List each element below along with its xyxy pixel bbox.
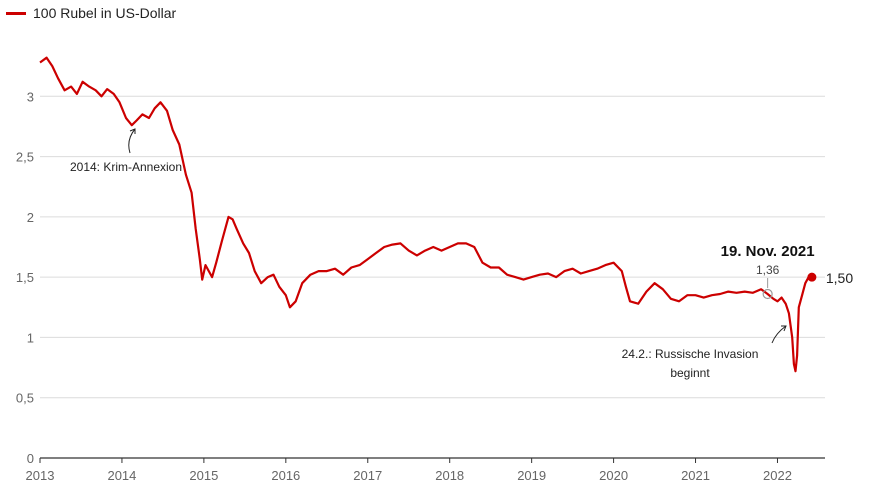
annotation-arrow-head bbox=[129, 128, 136, 134]
x-tick-label: 2018 bbox=[435, 468, 464, 483]
y-tick-label: 3 bbox=[27, 89, 34, 104]
highlight-date-label: 19. Nov. 2021 bbox=[721, 243, 815, 260]
annotation-krim: 2014: Krim-Annexion bbox=[70, 160, 182, 174]
annotation-invasion-line2: beginnt bbox=[670, 366, 710, 380]
y-axis-ticks: 0 0,5 1 1,5 2 2,5 3 bbox=[16, 89, 34, 466]
y-tick-label: 1 bbox=[27, 330, 34, 345]
y-tick-label: 2 bbox=[27, 210, 34, 225]
x-tick-label: 2022 bbox=[763, 468, 792, 483]
x-tick-label: 2017 bbox=[353, 468, 382, 483]
annotation-invasion: 24.2.: Russische Invasion bbox=[622, 347, 759, 361]
x-axis-ticks: 2013 2014 2015 2016 2017 2018 2019 2020 2021 2022 bbox=[26, 458, 792, 483]
x-tick-label: 2013 bbox=[26, 468, 55, 483]
highlight-value-label: 1,36 bbox=[756, 263, 780, 277]
x-tick-label: 2016 bbox=[271, 468, 300, 483]
highlight-marker bbox=[762, 288, 773, 300]
annotation-arrow-head bbox=[781, 325, 787, 332]
legend-line-swatch bbox=[6, 11, 26, 15]
x-tick-label: 2021 bbox=[681, 468, 710, 483]
annotation-arrow bbox=[771, 325, 787, 344]
end-value-label: 1,50 bbox=[826, 270, 853, 286]
x-tick-label: 2014 bbox=[107, 468, 136, 483]
chart-legend: 100 Rubel in US-Dollar bbox=[6, 5, 176, 21]
series-line bbox=[39, 56, 812, 373]
x-tick-label: 2015 bbox=[189, 468, 218, 483]
y-tick-label: 0,5 bbox=[16, 391, 34, 406]
annotations-group: 19. Nov. 2021 1,36 1,50 2014: Krim-Annexion… bbox=[70, 128, 853, 380]
x-tick-label: 2019 bbox=[517, 468, 546, 483]
end-point-marker bbox=[807, 272, 817, 282]
annotation-arrow bbox=[128, 128, 136, 154]
gridlines bbox=[40, 95, 825, 459]
y-tick-label: 2,5 bbox=[16, 150, 34, 165]
y-tick-label: 0 bbox=[27, 451, 34, 466]
x-tick-label: 2020 bbox=[599, 468, 628, 483]
y-tick-label: 1,5 bbox=[16, 270, 34, 285]
legend-label: 100 Rubel in US-Dollar bbox=[33, 5, 177, 21]
series-group bbox=[39, 56, 812, 373]
